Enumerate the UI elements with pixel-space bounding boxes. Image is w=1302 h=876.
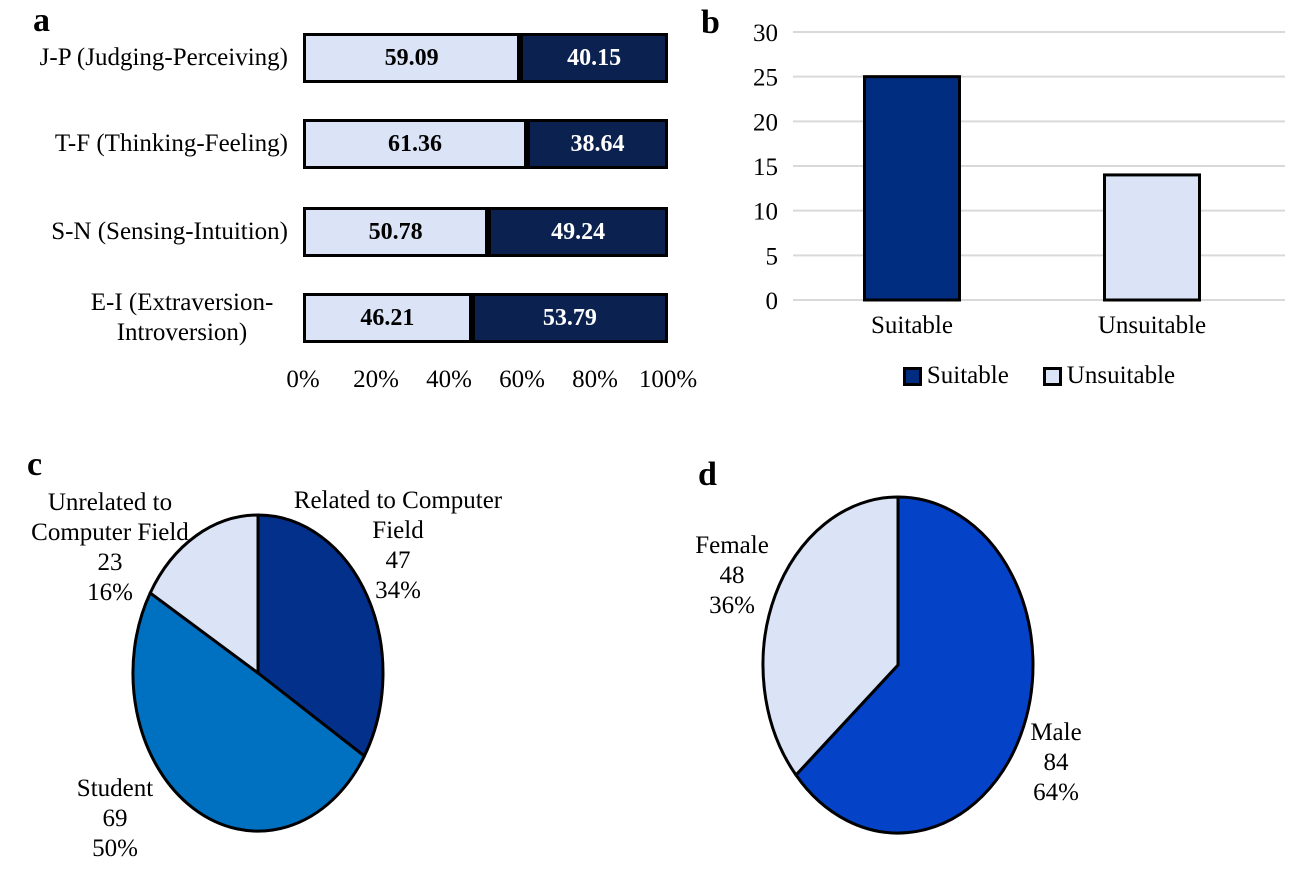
x-axis: 0% 20% 40% 60% 80% 100%: [0, 366, 697, 400]
pie-slice-student: [131, 591, 366, 833]
x-axis-tick: 0%: [286, 366, 320, 393]
bar-suitable: [863, 75, 961, 302]
pie-slice-unrelated-to-computer-field: [148, 513, 260, 675]
bar-unsuitable: [1103, 173, 1201, 302]
slice-name: Unrelated to Computer Field: [31, 489, 189, 546]
y-axis-tick: 0: [766, 288, 779, 315]
x-axis-tick: 60%: [499, 366, 545, 393]
pie-chart: [131, 513, 385, 833]
x-axis-tick: 100%: [638, 366, 698, 393]
category-label: Unsuitable: [1097, 312, 1207, 339]
slice-percent: 50%: [92, 835, 138, 862]
pie-slice-label: Female 48 36%: [672, 531, 792, 621]
bar-segment-right: 40.15: [520, 33, 668, 83]
x-axis-tick: 20%: [353, 366, 399, 393]
bar-segment-left: 50.78: [303, 207, 489, 257]
slice-value: 84: [1043, 749, 1069, 776]
y-axis-tick: 10: [753, 199, 778, 226]
slice-percent: 16%: [87, 579, 133, 606]
category-label: E-I (Extraversion-Introversion): [90, 289, 274, 346]
legend-label: Suitable: [926, 362, 1009, 389]
y-axis-tick: 5: [766, 243, 779, 270]
stacked-bar: 59.09 40.15: [303, 33, 668, 83]
x-axis-tick: 80%: [572, 366, 618, 393]
stacked-bar-row: E-I (Extraversion-Introversion) 46.21 53…: [0, 289, 690, 346]
legend-item: Unsuitable: [1042, 362, 1176, 390]
panel-d-pie-chart: d Female 48 36% Male 84 64%: [660, 430, 1302, 876]
y-axis-tick: 25: [753, 65, 778, 92]
slice-name: Student: [76, 775, 154, 802]
panel-b-letter: b: [701, 4, 720, 41]
stacked-bar-row: S-N (Sensing-Intuition) 50.78 49.24: [0, 207, 690, 257]
panel-d-letter: d: [698, 456, 717, 493]
bar-segment-left: 46.21: [303, 293, 472, 343]
y-axis-tick: 15: [753, 154, 778, 181]
legend-swatch-icon: [1042, 366, 1062, 386]
slice-name: Related to Computer Field: [293, 487, 503, 544]
bar-segment-left: 59.09: [303, 33, 521, 83]
category-label: T-F (Thinking-Feeling): [54, 130, 288, 157]
stacked-bar-row: T-F (Thinking-Feeling) 61.36 38.64: [0, 119, 690, 169]
pie-slice-label: Male 84 64%: [995, 718, 1117, 808]
slice-name: Female: [695, 532, 769, 559]
slice-percent: 36%: [709, 592, 755, 619]
slice-value: 23: [97, 549, 123, 576]
legend: Suitable Unsuitable: [793, 362, 1285, 390]
y-axis-tick: 20: [753, 109, 778, 136]
pie-slice-female: [761, 495, 900, 777]
category-label: J-P (Judging-Perceiving): [39, 44, 288, 71]
legend-item: Suitable: [902, 362, 1009, 390]
panel-a-letter: a: [33, 2, 50, 39]
bar-segment-right: 38.64: [526, 119, 668, 169]
slice-value: 47: [385, 547, 411, 574]
panel-c-letter: c: [27, 446, 43, 483]
pie-slice-label: Related to Computer Field 47 34%: [278, 486, 518, 606]
slice-value: 69: [102, 805, 128, 832]
slice-value: 48: [719, 562, 745, 589]
stacked-bar: 46.21 53.79: [303, 293, 668, 343]
stacked-bar-row: J-P (Judging-Perceiving) 59.09 40.15: [0, 33, 690, 83]
x-axis-tick: 40%: [426, 366, 472, 393]
legend-swatch-icon: [902, 366, 922, 386]
panel-b-column-chart: b 0 5 10 15 20 25 30 Suitable Unsuitable Suita…: [690, 0, 1302, 430]
panel-c-pie-chart: c Unrelated to Computer Field 23 16% Rel…: [0, 430, 660, 876]
bar-segment-left: 61.36: [303, 119, 527, 169]
bar-segment-right: 49.24: [488, 207, 668, 257]
slice-percent: 34%: [375, 577, 421, 604]
pie-chart: [761, 495, 1035, 835]
category-label: S-N (Sensing-Intuition): [51, 218, 288, 245]
pie-slice-label: Student 69 50%: [35, 774, 195, 864]
legend-label: Unsuitable: [1066, 362, 1176, 389]
y-axis-tick: 30: [753, 20, 778, 47]
panel-a-stacked-bar-chart: a J-P (Judging-Perceiving) 59.09 40.15 T…: [0, 0, 697, 430]
pie-slice-male: [794, 495, 1035, 835]
stacked-bar: 50.78 49.24: [303, 207, 668, 257]
category-label: Suitable: [871, 312, 953, 339]
slice-name: Male: [1030, 719, 1082, 746]
bar-segment-right: 53.79: [471, 293, 668, 343]
pie-slice-label: Unrelated to Computer Field 23 16%: [8, 488, 212, 608]
column-chart: 0 5 10 15 20 25 30: [753, 20, 1285, 315]
stacked-bar: 61.36 38.64: [303, 119, 668, 169]
slice-percent: 64%: [1033, 779, 1079, 806]
